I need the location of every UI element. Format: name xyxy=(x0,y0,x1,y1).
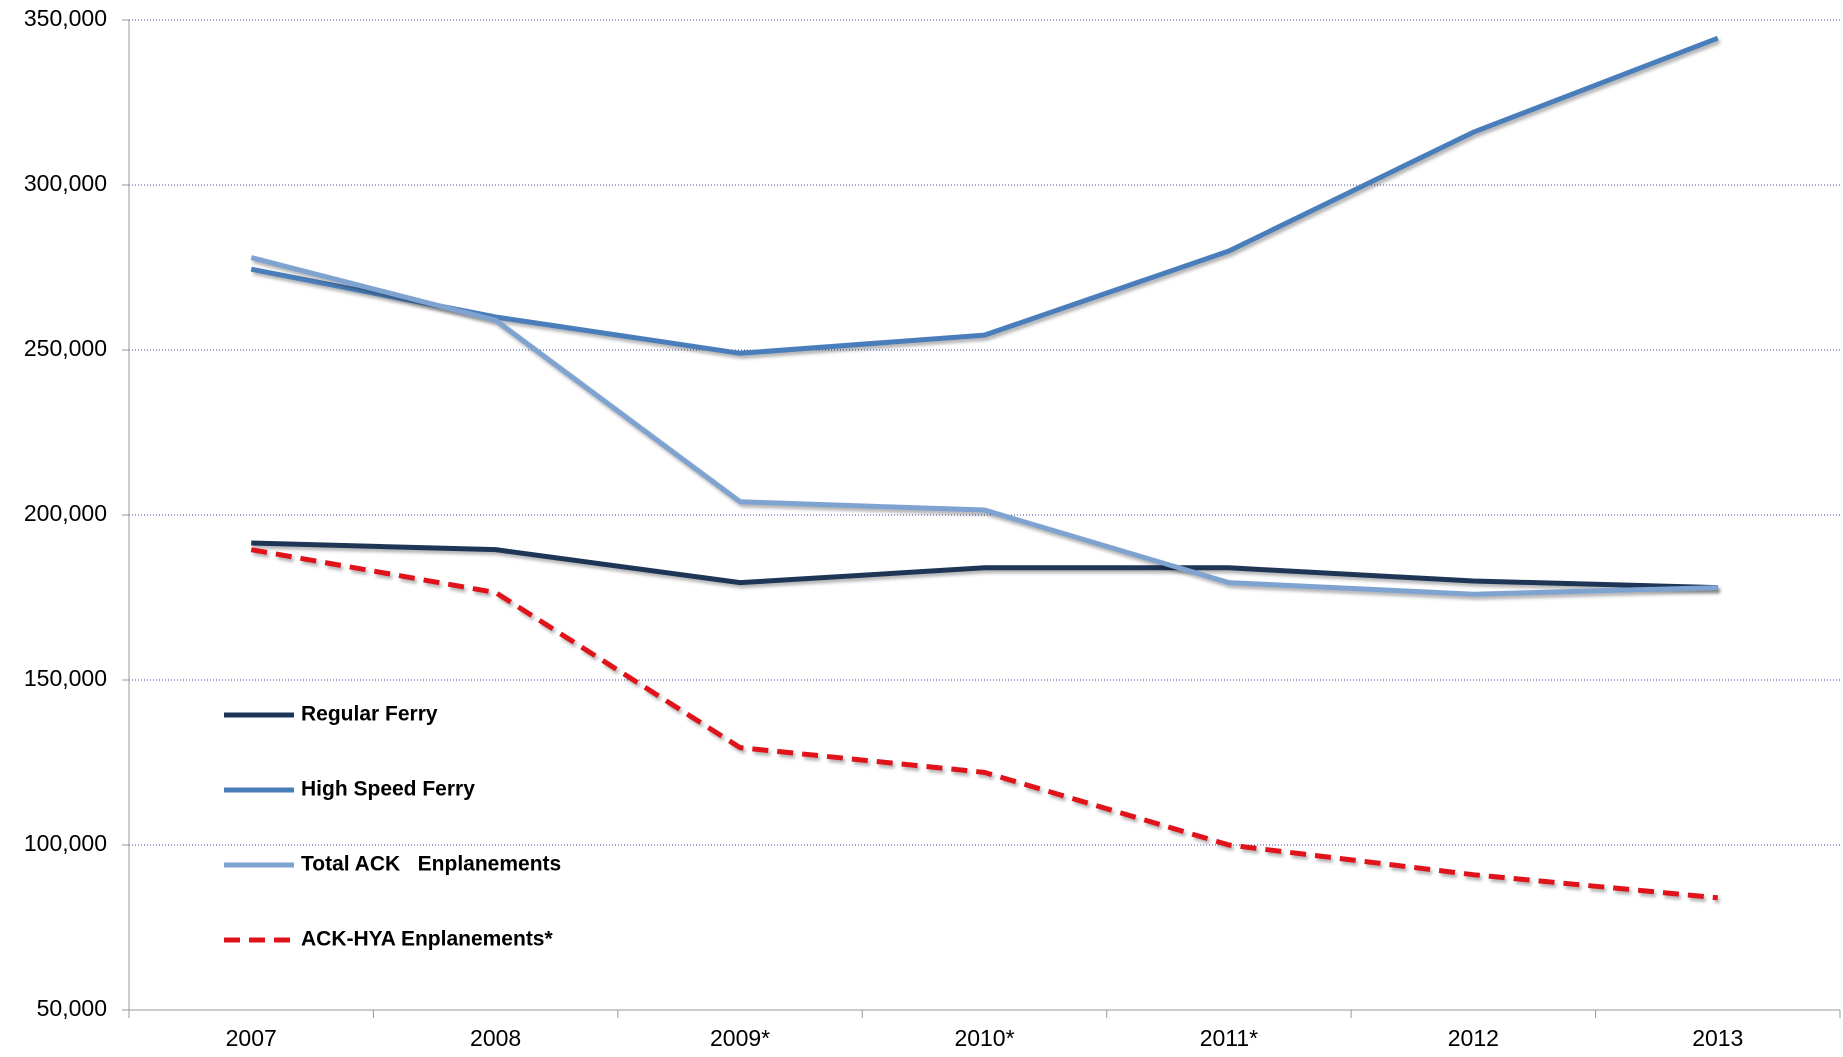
legend-label: High Speed Ferry xyxy=(301,778,475,801)
legend-label: ACK-HYA Enplanements* xyxy=(301,928,553,951)
x-tick-label: 2011* xyxy=(1200,1025,1258,1051)
legend-label: Total ACK Enplanements xyxy=(301,853,561,876)
y-tick-label: 250,000 xyxy=(24,335,107,361)
x-tick-label: 2007 xyxy=(226,1025,277,1051)
y-tick-label: 100,000 xyxy=(24,830,107,856)
x-tick-label: 2012 xyxy=(1448,1025,1499,1051)
series-line xyxy=(251,540,1718,591)
x-tick-label: 2008 xyxy=(470,1025,521,1051)
x-tick-label: 2009* xyxy=(710,1025,770,1051)
y-tick-label: 350,000 xyxy=(24,5,107,31)
series-line xyxy=(250,35,1719,356)
x-tick-label: 2013 xyxy=(1692,1025,1743,1051)
series-line xyxy=(250,547,1719,901)
y-tick-label: 150,000 xyxy=(24,665,107,691)
y-tick-label: 50,000 xyxy=(37,995,107,1021)
legend-label: Regular Ferry xyxy=(301,703,438,726)
y-tick-label: 300,000 xyxy=(24,170,107,196)
y-tick-label: 200,000 xyxy=(24,500,107,526)
x-tick-label: 2010* xyxy=(954,1025,1014,1051)
series-line xyxy=(250,255,1718,597)
